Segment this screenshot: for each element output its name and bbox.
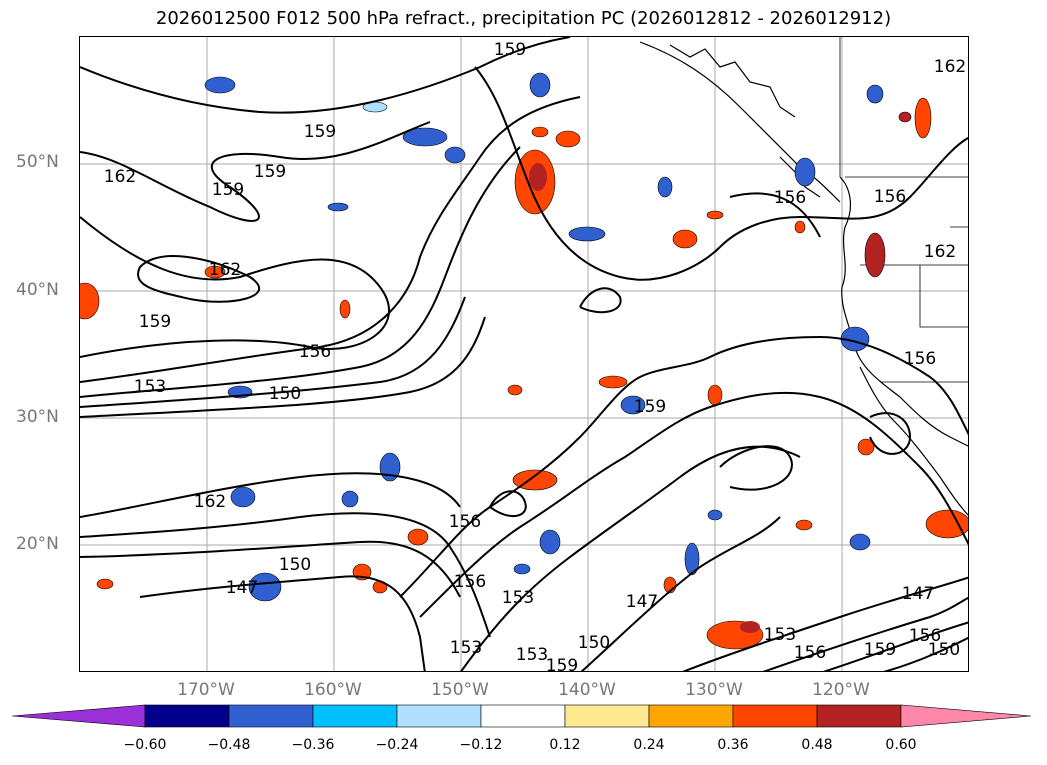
contour-label: 147: [226, 578, 258, 598]
lon-label-150w: 150°W: [431, 680, 489, 700]
colorbar-tick: 0.12: [549, 737, 581, 753]
contour-label: 153: [450, 638, 482, 658]
lat-label-20n: 20°N: [16, 534, 59, 554]
colorbar-cell: [228, 704, 314, 728]
borders: [839, 37, 968, 383]
contour-label: 159: [304, 122, 336, 142]
colorbar-tick: 0.48: [801, 737, 833, 753]
map-plot-area: 159 159 159 162 159 162 159 156 153 150 …: [79, 36, 969, 672]
colorbar-tick: −0.12: [459, 737, 503, 753]
contour-label: 150: [578, 633, 610, 653]
colorbar-tick: −0.60: [123, 737, 167, 753]
contour-label: 150: [269, 384, 301, 404]
contour-label: 162: [194, 492, 226, 512]
contour-label: 150: [279, 555, 311, 575]
contour-label: 159: [139, 312, 171, 332]
contour-label: 162: [104, 167, 136, 187]
lon-label-120w: 120°W: [812, 680, 870, 700]
contour-label: 159: [634, 397, 666, 417]
contour-label: 162: [209, 260, 241, 280]
colorbar: [11, 704, 1032, 728]
map-title: 2026012500 F012 500 hPa refract., precip…: [155, 8, 892, 29]
contour-label: 156: [299, 342, 331, 362]
contour-label: 156: [794, 643, 826, 663]
contour-label: 159: [864, 640, 896, 660]
map-canvas: 159 159 159 162 159 162 159 156 153 150 …: [80, 37, 968, 672]
contour-label: 156: [904, 349, 936, 369]
contour-label: 147: [902, 584, 934, 604]
colorbar-cell: [144, 704, 230, 728]
lat-label-50n: 50°N: [16, 152, 59, 172]
colorbar-cell: [816, 704, 902, 728]
contour-label: 153: [134, 377, 166, 397]
contour-label: 159: [254, 162, 286, 182]
contour-label: 156: [774, 188, 806, 208]
colorbar-cell: [648, 704, 734, 728]
contour-label: 153: [764, 625, 796, 645]
contour-label: 159: [546, 656, 578, 672]
colorbar-cell: [480, 704, 566, 728]
lat-label-30n: 30°N: [16, 407, 59, 427]
colorbar-extend-high: [900, 704, 1032, 728]
contour-label: 156: [874, 187, 906, 207]
colorbar-tick: 0.60: [885, 737, 917, 753]
colorbar-cell: [732, 704, 818, 728]
lon-label-170w: 170°W: [177, 680, 235, 700]
colorbar-tick: 0.36: [717, 737, 749, 753]
lon-label-130w: 130°W: [685, 680, 743, 700]
contour-label: 159: [212, 180, 244, 200]
colorbar-cell: [396, 704, 482, 728]
colorbar-cell: [564, 704, 650, 728]
colorbar-cell: [312, 704, 398, 728]
contour-label-group: 159 159 159 162 159 162 159 156 153 150 …: [104, 40, 966, 672]
contour-label: 162: [934, 57, 966, 77]
contour-lines: [80, 37, 968, 671]
colorbar-tick: −0.48: [207, 737, 251, 753]
contour-label: 153: [502, 588, 534, 608]
colorbar-extend-low: [11, 704, 146, 728]
colorbar-tick: 0.24: [633, 737, 665, 753]
contour-label: 162: [924, 242, 956, 262]
lon-label-160w: 160°W: [304, 680, 362, 700]
contour-label: 153: [516, 645, 548, 665]
lon-label-140w: 140°W: [558, 680, 616, 700]
precip-blobs: [80, 72, 968, 650]
contour-label: 150: [928, 640, 960, 660]
graticule: [80, 37, 968, 671]
colorbar-tick: −0.24: [375, 737, 419, 753]
coastlines: [639, 41, 968, 516]
contour-label: 156: [909, 626, 941, 646]
colorbar-tick: −0.36: [291, 737, 335, 753]
contour-label: 156: [449, 512, 481, 532]
contour-label: 147: [626, 592, 658, 612]
contour-label: 156: [454, 572, 486, 592]
lat-label-40n: 40°N: [16, 280, 59, 300]
contour-label: 159: [494, 40, 526, 60]
